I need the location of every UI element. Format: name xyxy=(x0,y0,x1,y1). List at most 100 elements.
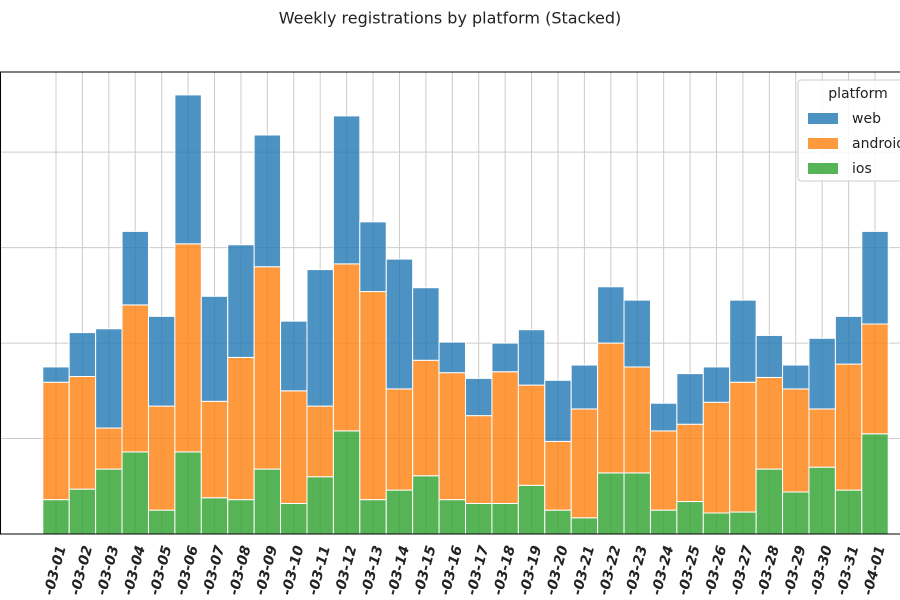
bar-segment xyxy=(306,405,334,478)
bar-segment xyxy=(808,466,836,535)
bar-segment xyxy=(280,390,308,504)
bar-segment xyxy=(412,359,440,477)
bar-segment xyxy=(755,334,784,378)
bar-segment xyxy=(42,381,70,501)
bar-segment xyxy=(676,501,704,535)
legend-swatch xyxy=(808,113,838,124)
x-tick-label: -03-20 xyxy=(543,544,572,597)
bar-segment xyxy=(200,497,229,535)
bar-segment xyxy=(702,366,731,403)
bar-segment xyxy=(412,287,440,361)
x-tick-label: -03-28 xyxy=(755,544,784,597)
x-tick-label: -03-05 xyxy=(147,544,176,597)
bar-segment xyxy=(861,433,889,535)
bar-segment xyxy=(517,384,546,486)
bar-segment xyxy=(808,337,836,410)
bar-segment xyxy=(68,488,97,535)
bar-segment xyxy=(782,491,810,535)
bar-segment xyxy=(68,332,97,378)
x-tick-label: -03-26 xyxy=(702,544,731,597)
bar-segment xyxy=(544,440,572,511)
bar-segment xyxy=(121,304,149,453)
bar-segment xyxy=(570,364,599,410)
x-tick-label: -03-31 xyxy=(834,544,863,597)
bar-segment xyxy=(42,499,70,535)
bar-segment xyxy=(702,512,731,535)
bar-segment xyxy=(570,517,599,535)
bar-segment xyxy=(438,341,467,374)
bar-segment xyxy=(782,364,810,390)
x-tick-label: -03-24 xyxy=(649,544,678,597)
x-tick-label: -03-17 xyxy=(464,544,493,597)
x-tick-label: -04-01 xyxy=(860,544,889,597)
bar-segment xyxy=(834,489,863,535)
x-tick-label: -03-30 xyxy=(807,544,836,597)
bar-segment xyxy=(438,499,467,535)
bar-segment xyxy=(147,405,176,511)
bar-segment xyxy=(147,315,176,407)
bar-segment xyxy=(491,502,519,535)
x-tick-label: -03-09 xyxy=(253,544,282,597)
bar-segment xyxy=(147,509,176,535)
bar-segment xyxy=(649,509,678,535)
bar-segment xyxy=(385,489,414,535)
chart-title: Weekly registrations by platform (Stacke… xyxy=(279,9,622,28)
bar-segment xyxy=(332,115,361,265)
bar-segment xyxy=(253,468,282,535)
bar-segment xyxy=(95,328,123,429)
x-tick-label: -03-23 xyxy=(622,544,651,597)
bar-segment xyxy=(491,371,519,504)
bar-segment xyxy=(570,408,599,519)
x-tick-label: -03-25 xyxy=(675,544,704,597)
x-tick-label: -03-21 xyxy=(570,544,599,597)
bar-segment xyxy=(834,363,863,491)
x-tick-label: -03-29 xyxy=(781,544,810,597)
bar-segment xyxy=(755,468,784,535)
bar-segment xyxy=(306,476,334,535)
bar-segment xyxy=(227,244,255,358)
bar-segment xyxy=(808,408,836,468)
bar-segment xyxy=(517,329,546,386)
bar-segment xyxy=(332,430,361,535)
bar-segment xyxy=(861,323,889,435)
bar-segment xyxy=(544,509,572,535)
bar-segment xyxy=(95,468,123,535)
legend-label: android xyxy=(852,136,900,152)
bar-segment xyxy=(623,299,651,368)
bar-segment xyxy=(729,511,757,535)
legend-swatch xyxy=(808,138,838,149)
bar-segment xyxy=(465,377,493,417)
bar-segment xyxy=(782,388,810,493)
bar-segment xyxy=(465,415,493,504)
x-tick-label: -03-19 xyxy=(517,544,546,597)
x-tick-label: -03-04 xyxy=(120,544,149,597)
bar-segment xyxy=(491,342,519,373)
bar-segment xyxy=(121,451,149,535)
x-tick-label: -03-01 xyxy=(41,544,70,597)
bar-segment xyxy=(729,299,757,383)
x-tick-label: -03-13 xyxy=(358,544,387,597)
legend-title: platform xyxy=(828,86,888,102)
bar-segment xyxy=(676,423,704,503)
bar-segment xyxy=(227,499,255,535)
bar-segment xyxy=(438,372,467,501)
x-tick-label: -03-18 xyxy=(490,544,519,597)
x-tick-label: -03-10 xyxy=(279,544,308,597)
bar-segment xyxy=(359,221,387,293)
bar-segment xyxy=(306,269,334,407)
bar-segment xyxy=(465,502,493,535)
bar-segment xyxy=(227,356,255,501)
x-tick-label: -03-27 xyxy=(728,544,757,597)
x-tick-label: -03-12 xyxy=(332,544,361,597)
x-tick-label: -03-07 xyxy=(200,544,229,597)
bar-segment xyxy=(174,451,202,535)
bar-segment xyxy=(280,502,308,535)
bar-segment xyxy=(702,401,731,514)
x-tick-label: -03-22 xyxy=(596,544,625,597)
x-tick-label: -03-02 xyxy=(68,544,97,597)
bar-segment xyxy=(597,286,625,344)
bar-segment xyxy=(861,230,889,325)
bar-segment xyxy=(253,266,282,470)
